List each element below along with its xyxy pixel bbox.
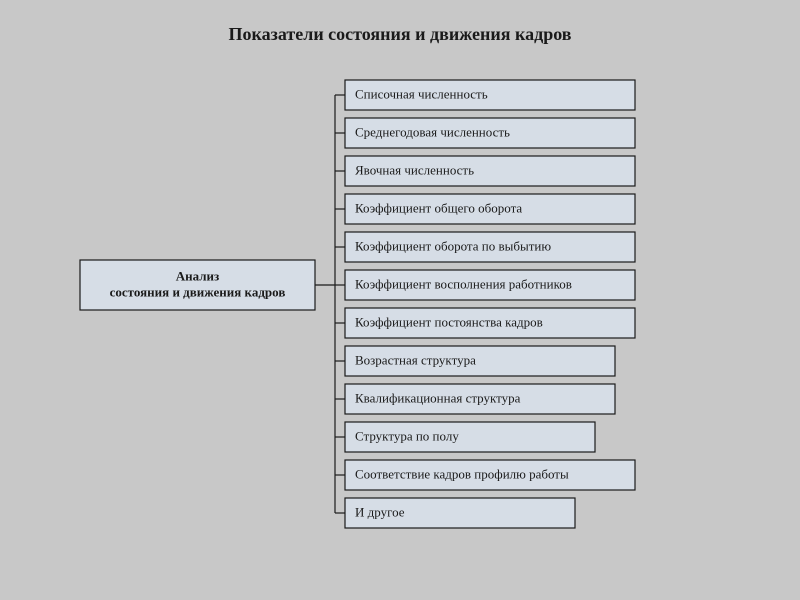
child-4-label: Коэффициент оборота по выбытию bbox=[355, 239, 551, 254]
child-2-label: Явочная численность bbox=[355, 163, 474, 178]
child-0-label: Списочная численность bbox=[355, 87, 488, 102]
child-5-label: Коэффициент восполнения работников bbox=[355, 277, 572, 292]
root-label: Анализ bbox=[176, 268, 220, 283]
child-10-label: Соответствие кадров профилю работы bbox=[355, 467, 569, 482]
child-8-label: Квалификационная структура bbox=[355, 391, 521, 406]
hierarchy-diagram: Показатели состояния и движения кадров Ан… bbox=[0, 0, 800, 600]
diagram-title: Показатели состояния и движения кадров bbox=[229, 24, 572, 44]
child-3-label: Коэффициент общего оборота bbox=[355, 201, 522, 216]
child-9-label: Структура по полу bbox=[355, 429, 459, 444]
child-7-label: Возрастная структура bbox=[355, 353, 476, 368]
root-label: состояния и движения кадров bbox=[110, 285, 286, 300]
child-6-label: Коэффициент постоянства кадров bbox=[355, 315, 543, 330]
child-11-label: И другое bbox=[355, 505, 405, 520]
child-1-label: Среднегодовая численность bbox=[355, 125, 510, 140]
